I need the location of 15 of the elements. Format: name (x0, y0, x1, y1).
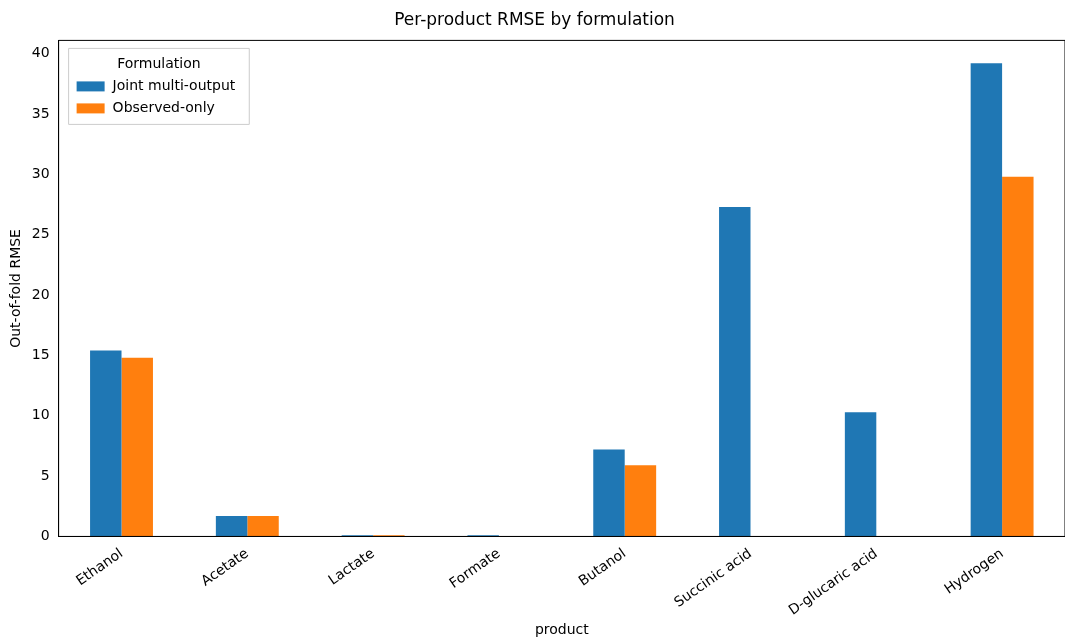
x-axis-title: product (534, 621, 590, 638)
y-tick-label: 30 (31, 165, 50, 182)
y-tick-label: 20 (31, 285, 50, 302)
y-tick-label: 5 (40, 466, 50, 483)
y-tick-label: 0 (40, 527, 50, 544)
y-tick-label: 25 (31, 225, 50, 242)
chart-title: Per-product RMSE by formulation (394, 8, 675, 29)
y-axis-title: Out-of-fold RMSE (7, 229, 24, 348)
y-tick-label: 10 (31, 406, 50, 423)
y-tick-label: 15 (31, 346, 50, 363)
y-tick-label: 35 (31, 104, 50, 121)
legend-label: Joint multi-output (111, 77, 236, 94)
y-tick-label: 40 (31, 44, 50, 61)
legend-title: Formulation (117, 55, 201, 72)
legend-label: Observed-only (112, 99, 215, 116)
